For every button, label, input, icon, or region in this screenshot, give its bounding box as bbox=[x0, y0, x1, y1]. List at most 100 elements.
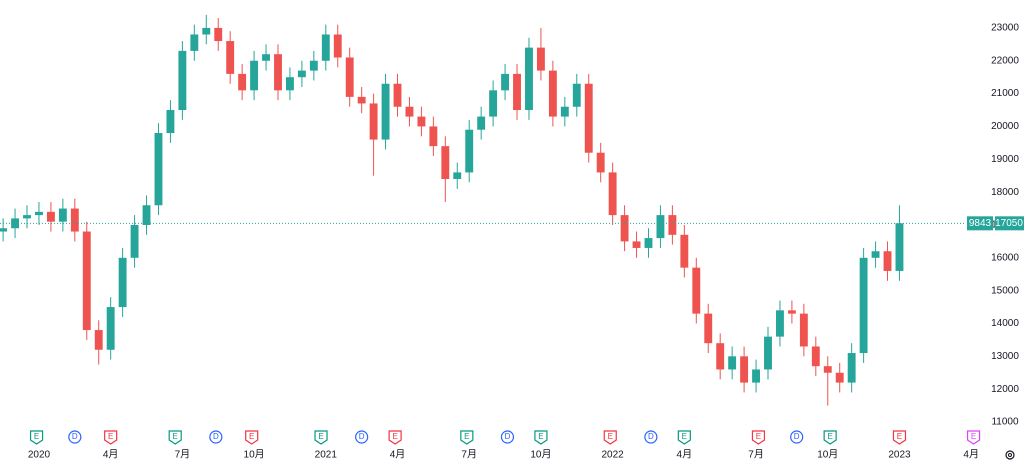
event-marker[interactable]: E bbox=[460, 430, 474, 445]
event-marker[interactable]: E bbox=[823, 430, 837, 445]
candle-body bbox=[704, 313, 713, 344]
y-tick-label: 21000 bbox=[991, 88, 1019, 99]
x-tick-label: 7月 bbox=[175, 449, 191, 461]
event-label: D bbox=[72, 432, 78, 441]
candle-body bbox=[309, 60, 318, 71]
event-marker[interactable]: E bbox=[751, 430, 766, 445]
candle-body bbox=[321, 34, 330, 61]
event-marker[interactable]: E bbox=[29, 430, 44, 445]
event-marker[interactable]: E bbox=[245, 430, 259, 445]
event-marker[interactable]: D bbox=[790, 430, 804, 444]
event-marker[interactable]: D bbox=[644, 430, 658, 444]
event-label: E bbox=[827, 432, 832, 441]
event-flag bbox=[751, 430, 766, 445]
candle-body bbox=[847, 353, 856, 383]
candle-body bbox=[357, 96, 366, 104]
candle-body bbox=[226, 41, 235, 74]
candle-body bbox=[584, 83, 593, 153]
event-label: D bbox=[505, 432, 511, 441]
event-marker[interactable]: E bbox=[168, 430, 182, 445]
candle-body bbox=[680, 234, 689, 268]
candle-body bbox=[728, 356, 737, 370]
event-flag bbox=[104, 430, 118, 445]
candle-body bbox=[620, 215, 629, 242]
event-marker[interactable]: E bbox=[534, 430, 548, 445]
candle-body bbox=[82, 231, 91, 331]
candle-body bbox=[393, 83, 402, 107]
settings-icon[interactable] bbox=[1005, 450, 1015, 460]
candle-body bbox=[895, 223, 904, 271]
event-marker[interactable]: D bbox=[209, 430, 223, 444]
candle-body bbox=[883, 251, 892, 271]
y-tick-label: 11000 bbox=[991, 417, 1019, 428]
candle-body bbox=[477, 116, 486, 130]
candle-body bbox=[417, 116, 426, 127]
event-flag bbox=[534, 430, 548, 445]
event-flag bbox=[966, 430, 981, 445]
candle-body bbox=[716, 343, 725, 370]
event-circle bbox=[355, 430, 369, 444]
candle-body bbox=[345, 57, 354, 97]
candle-body bbox=[154, 133, 163, 206]
event-circle bbox=[790, 430, 804, 444]
x-tick-label: 4月 bbox=[677, 449, 693, 461]
event-marker[interactable]: D bbox=[68, 430, 82, 444]
event-marker[interactable]: E bbox=[966, 430, 981, 445]
event-circle bbox=[209, 430, 223, 444]
x-tick-label: 10月 bbox=[244, 449, 265, 461]
event-marker[interactable]: E bbox=[314, 430, 328, 445]
candle-body bbox=[560, 106, 569, 117]
candle-body bbox=[501, 73, 510, 91]
candle-body bbox=[656, 215, 665, 239]
event-marker[interactable]: D bbox=[500, 430, 515, 444]
event-flag bbox=[29, 430, 44, 445]
event-marker[interactable]: E bbox=[677, 430, 691, 445]
candle-body bbox=[644, 238, 653, 248]
candle-body bbox=[668, 215, 677, 235]
y-tick-label: 12000 bbox=[991, 384, 1019, 395]
x-tick-label: 7月 bbox=[748, 449, 764, 461]
candle-body bbox=[202, 27, 211, 35]
event-flag bbox=[460, 430, 474, 445]
event-label: E bbox=[682, 432, 687, 441]
y-tick-label: 15000 bbox=[991, 285, 1019, 296]
candle-body bbox=[369, 103, 378, 140]
badge-text: 9843 bbox=[969, 218, 992, 229]
event-label: E bbox=[318, 432, 323, 441]
event-label: E bbox=[34, 432, 39, 441]
candle-body bbox=[166, 110, 175, 134]
candle-body bbox=[632, 241, 641, 248]
event-flag bbox=[603, 430, 617, 445]
candle-body bbox=[489, 90, 498, 117]
event-label: E bbox=[971, 432, 976, 441]
event-flag bbox=[168, 430, 182, 445]
gear-hub bbox=[1008, 453, 1012, 457]
candle-body bbox=[823, 366, 832, 373]
candle-body bbox=[764, 336, 772, 370]
candle-body bbox=[453, 172, 462, 179]
candle-body bbox=[536, 47, 545, 71]
event-marker[interactable]: D bbox=[355, 430, 369, 444]
event-marker[interactable]: E bbox=[892, 430, 907, 445]
y-tick-label: 23000 bbox=[991, 23, 1019, 34]
x-tick-label: 4月 bbox=[103, 449, 119, 461]
candle-body bbox=[776, 310, 784, 337]
candle-body bbox=[118, 257, 127, 308]
candle-body bbox=[405, 106, 414, 117]
candle-body bbox=[859, 257, 868, 354]
candle-body bbox=[190, 34, 199, 51]
event-marker[interactable]: E bbox=[388, 430, 402, 445]
candle-body bbox=[596, 152, 605, 173]
event-marker[interactable]: E bbox=[104, 430, 118, 445]
event-label: E bbox=[608, 432, 613, 441]
candle-body bbox=[811, 346, 820, 367]
candle-body bbox=[23, 215, 31, 219]
x-tick-label: 4月 bbox=[963, 449, 979, 461]
candle-body bbox=[250, 60, 259, 91]
event-circle bbox=[68, 430, 82, 444]
candle-body bbox=[787, 310, 796, 314]
event-marker[interactable]: E bbox=[603, 430, 617, 445]
candle-body bbox=[130, 224, 139, 258]
event-label: E bbox=[173, 432, 178, 441]
y-tick-label: 22000 bbox=[991, 55, 1019, 66]
